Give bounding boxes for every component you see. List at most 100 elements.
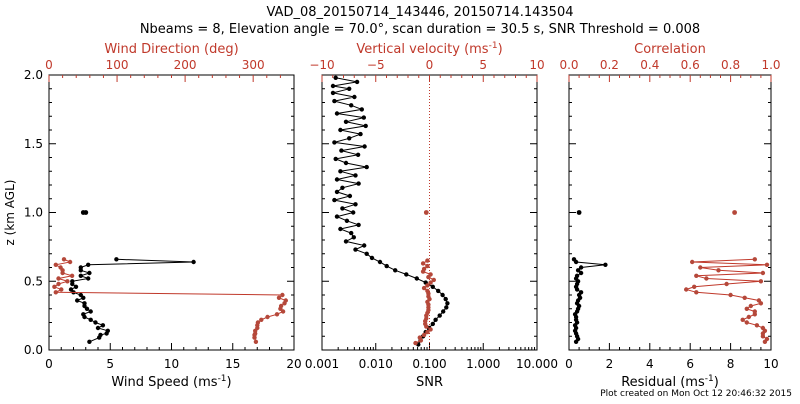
data-point	[428, 272, 433, 277]
data-point	[748, 303, 753, 309]
data-point	[356, 181, 361, 186]
data-point	[425, 283, 430, 288]
x-bottom-tick-label: 2	[606, 357, 614, 371]
panel-residual: 0 2 4 6 8 10 0.0 0.2 0.4 0.6 0.8 1.0	[559, 58, 780, 371]
data-point	[330, 90, 336, 96]
data-point	[417, 335, 422, 340]
data-point	[340, 185, 345, 190]
data-point	[338, 127, 343, 133]
data-point	[428, 280, 433, 285]
data-point	[255, 320, 261, 325]
data-point	[744, 320, 749, 325]
data-point	[359, 107, 364, 112]
data-point	[354, 79, 360, 85]
data-point	[343, 160, 349, 166]
x-top-tick-label: 0	[45, 58, 53, 72]
data-point	[349, 230, 354, 236]
isolated-data-point	[83, 210, 89, 215]
data-point	[253, 339, 259, 344]
data-point	[340, 206, 345, 211]
data-point	[756, 298, 762, 303]
data-point	[430, 284, 435, 289]
data-point	[330, 83, 336, 89]
data-point	[339, 148, 344, 153]
data-point	[344, 218, 350, 223]
data-point	[93, 320, 98, 325]
data-point	[361, 115, 366, 120]
data-point	[352, 94, 357, 100]
y-tick-label: 0.5	[24, 274, 43, 288]
x-bottom-tick-label: 0.010	[359, 357, 393, 371]
data-point	[334, 111, 340, 116]
data-point	[728, 292, 733, 298]
data-point	[425, 329, 430, 335]
data-point	[692, 284, 697, 289]
data-point	[70, 279, 75, 284]
data-point	[332, 98, 337, 104]
data-point	[78, 273, 84, 278]
data-point	[86, 262, 91, 267]
data-point	[265, 314, 270, 320]
data-point	[86, 276, 91, 281]
x-top-tick-label: 300	[242, 58, 265, 72]
data-point	[440, 292, 445, 298]
data-point	[377, 259, 383, 265]
data-point	[578, 270, 584, 276]
data-point	[574, 273, 580, 278]
x-top-axis-label: Correlation	[634, 42, 706, 57]
data-point	[724, 281, 729, 287]
data-point	[425, 263, 430, 269]
data-point	[425, 258, 430, 263]
data-point	[414, 276, 419, 281]
data-point	[343, 119, 349, 125]
data-point	[760, 325, 766, 331]
data-point	[430, 321, 435, 327]
data-point	[95, 325, 101, 331]
data-point	[393, 268, 398, 273]
isolated-data-point	[576, 210, 582, 215]
data-point	[333, 156, 338, 162]
x-bottom-tick-label: 0.100	[412, 357, 446, 371]
data-point	[437, 313, 442, 318]
y-tick-label: 2.0	[24, 68, 43, 82]
data-point	[362, 144, 367, 149]
data-point	[191, 259, 196, 265]
data-point	[760, 270, 766, 276]
data-point	[105, 328, 111, 333]
data-point	[347, 136, 352, 141]
data-point	[758, 279, 764, 284]
data-point	[332, 197, 337, 203]
data-point	[78, 265, 84, 270]
data-point	[351, 210, 356, 215]
data-point	[764, 262, 770, 267]
data-point	[578, 290, 584, 295]
data-point	[362, 243, 367, 248]
data-point	[87, 270, 92, 276]
x-bottom-tick-label: 0	[565, 357, 573, 371]
data-point	[369, 255, 375, 261]
data-point	[53, 262, 58, 267]
data-point	[571, 257, 577, 262]
data-point	[436, 288, 441, 294]
data-point	[333, 75, 338, 81]
data-point	[742, 295, 747, 300]
data-point	[690, 259, 695, 265]
data-point	[334, 214, 340, 219]
data-point	[684, 287, 689, 292]
data-point	[578, 265, 584, 270]
data-point	[347, 193, 353, 199]
data-point	[278, 303, 284, 309]
data-point	[355, 152, 361, 157]
plot-footer: Plot created on Mon Oct 12 20:46:32 2015	[600, 389, 792, 399]
data-point	[740, 317, 745, 322]
data-point	[420, 261, 426, 266]
data-point	[433, 317, 438, 322]
data-point	[59, 287, 64, 292]
data-point	[283, 298, 288, 303]
data-point	[764, 336, 770, 342]
data-point	[384, 263, 389, 269]
data-point	[332, 140, 337, 145]
data-point	[358, 131, 363, 137]
x-top-tick-label: 0.8	[721, 58, 740, 72]
data-point	[334, 177, 340, 182]
